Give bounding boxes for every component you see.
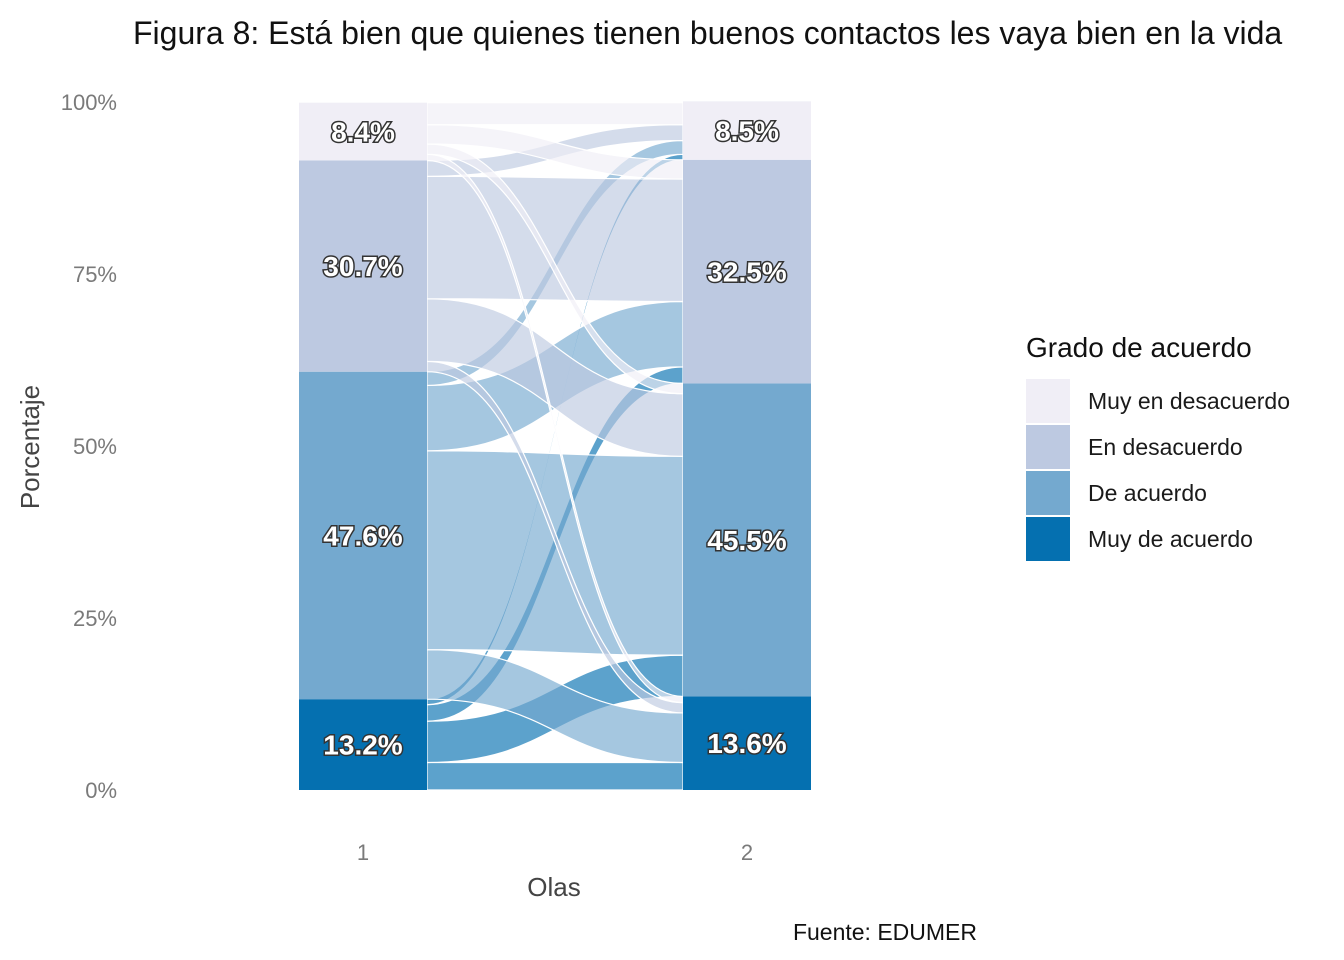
legend-swatch <box>1026 425 1070 469</box>
segment-label: 8.4% <box>331 117 395 148</box>
segment-label: 45.5% <box>707 525 786 556</box>
legend-item-muy-de-acuerdo: Muy de acuerdo <box>1026 516 1290 562</box>
bar-segment-wave1-muy-de-acuerdo <box>299 699 427 790</box>
y-tick-label: 25% <box>73 606 117 631</box>
legend-item-en-desacuerdo: En desacuerdo <box>1026 424 1290 470</box>
legend-label: Muy de acuerdo <box>1088 525 1253 552</box>
flow-muy-de-acuerdo-to-muy-de-acuerdo <box>426 761 684 791</box>
legend-label: Muy en desacuerdo <box>1088 387 1291 414</box>
legend-item-de-acuerdo: De acuerdo <box>1026 470 1290 516</box>
flow-de-acuerdo-to-de-acuerdo <box>426 450 684 656</box>
bar-segment-wave2-en-desacuerdo <box>683 159 811 384</box>
bars-layer <box>299 101 811 790</box>
x-axis-title: Olas <box>527 872 580 902</box>
segment-label: 13.6% <box>707 728 786 759</box>
y-axis-title: Porcentaje <box>15 385 45 509</box>
legend-items: Muy en desacuerdo En desacuerdo De acuerdo… <box>1026 378 1290 562</box>
legend-item-muy-en-desacuerdo: Muy en desacuerdo <box>1026 378 1290 424</box>
bar-segment-wave1-muy-en-desacuerdo <box>299 102 427 161</box>
legend-swatch <box>1026 517 1070 561</box>
bar-segment-wave1-en-desacuerdo <box>299 160 427 372</box>
y-axis: 0% 25% 50% 75% 100% <box>61 90 117 803</box>
segment-label: 32.5% <box>707 257 786 288</box>
legend-title: Grado de acuerdo <box>1026 332 1252 363</box>
x-tick-label: 2 <box>741 840 753 865</box>
bar-segment-wave2-muy-en-desacuerdo <box>683 101 811 160</box>
segment-labels-layer: 13.2% 47.6% 30.7% 8.4% 13.6% 45.5% 32.5% 8.5% <box>322 114 788 762</box>
caption: Fuente: EDUMER <box>793 919 977 945</box>
flow-en-desacuerdo-to-en-desacuerdo <box>426 175 684 303</box>
chart-title: Figura 8: Está bien que quienes tienen b… <box>133 15 1282 51</box>
flows-layer <box>426 102 684 791</box>
segment-label: 13.2% <box>323 730 402 761</box>
bar-segment-wave2-muy-de-acuerdo <box>683 696 811 790</box>
bar-segment-wave1-de-acuerdo <box>299 371 427 700</box>
y-tick-label: 100% <box>61 90 117 115</box>
legend-label: En desacuerdo <box>1088 433 1243 460</box>
legend-label: De acuerdo <box>1088 479 1207 506</box>
y-tick-label: 0% <box>85 778 117 803</box>
segment-label: 8.5% <box>715 116 779 147</box>
flow-muy-en-desacuerdo-to-muy-en-desacuerdo <box>426 102 684 126</box>
legend: Grado de acuerdo Muy en desacuerdo En des… <box>1026 332 1290 562</box>
segment-label: 47.6% <box>323 520 402 551</box>
legend-swatch <box>1026 471 1070 515</box>
y-tick-label: 50% <box>73 434 117 459</box>
x-tick-label: 1 <box>357 840 369 865</box>
y-tick-label: 75% <box>73 262 117 287</box>
segment-label: 30.7% <box>323 251 402 282</box>
legend-swatch <box>1026 379 1070 423</box>
bar-segment-wave2-de-acuerdo <box>683 383 811 697</box>
